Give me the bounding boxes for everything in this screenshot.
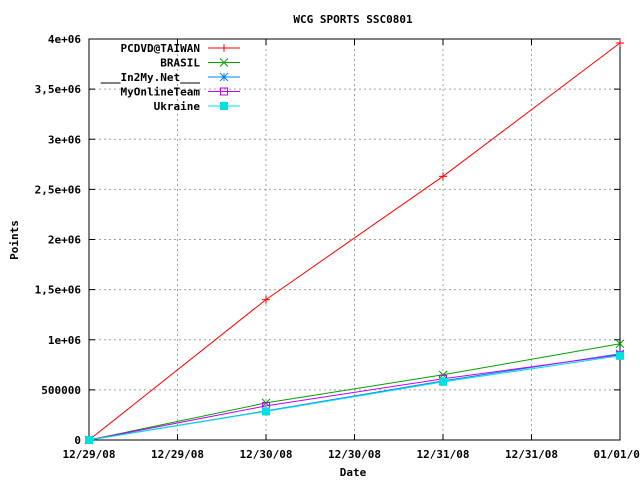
chart-title: WCG SPORTS SSC0801 bbox=[293, 13, 413, 26]
data-point bbox=[262, 295, 270, 304]
x-tick-label: 12/30/08 bbox=[328, 448, 381, 461]
series-line-1 bbox=[88, 343, 621, 441]
data-point bbox=[85, 436, 93, 444]
y-tick-label: 2e+06 bbox=[48, 234, 81, 247]
series-line-0 bbox=[88, 42, 621, 441]
y-tick-label: 1e+06 bbox=[48, 334, 81, 347]
y-tick-label: 2,5e+06 bbox=[35, 183, 82, 196]
plot-frame bbox=[88, 38, 621, 441]
legend-label: MyOnlineTeam bbox=[121, 86, 201, 99]
data-point bbox=[616, 351, 624, 360]
x-tick-label: 01/01/08 bbox=[594, 448, 640, 461]
y-tick-label: 0 bbox=[74, 434, 81, 447]
x-axis-label: Date bbox=[340, 466, 367, 479]
data-point bbox=[439, 377, 447, 386]
x-tick-label: 12/31/08 bbox=[417, 448, 470, 461]
legend-marker bbox=[219, 58, 229, 67]
y-tick-label: 4e+06 bbox=[48, 33, 81, 46]
data-point bbox=[262, 407, 270, 416]
legend-marker bbox=[219, 72, 229, 82]
legend-label: ___In2My.Net___ bbox=[101, 71, 201, 84]
y-tick-label: 1,5e+06 bbox=[35, 284, 82, 297]
y-tick-label: 3e+06 bbox=[48, 133, 81, 146]
y-tick-label: 3,5e+06 bbox=[35, 83, 82, 96]
x-tick-label: 12/30/08 bbox=[240, 448, 293, 461]
legend-label: BRASIL bbox=[160, 57, 200, 70]
legend-marker bbox=[220, 87, 228, 96]
data-point bbox=[615, 339, 625, 349]
data-point bbox=[616, 39, 624, 48]
legend-marker bbox=[220, 102, 228, 110]
legend-label: PCDVD@TAIWAN bbox=[121, 42, 200, 55]
series-line-3 bbox=[88, 354, 621, 441]
y-axis-label: Points bbox=[8, 220, 21, 260]
x-tick-label: 12/31/08 bbox=[505, 448, 558, 461]
data-point bbox=[439, 172, 447, 181]
series-line-4 bbox=[88, 355, 621, 441]
y-tick-label: 500000 bbox=[41, 384, 81, 397]
legend-marker bbox=[220, 44, 228, 52]
x-tick-label: 12/29/08 bbox=[63, 448, 116, 461]
x-tick-label: 12/29/08 bbox=[151, 448, 204, 461]
legend-label: Ukraine bbox=[154, 100, 201, 113]
